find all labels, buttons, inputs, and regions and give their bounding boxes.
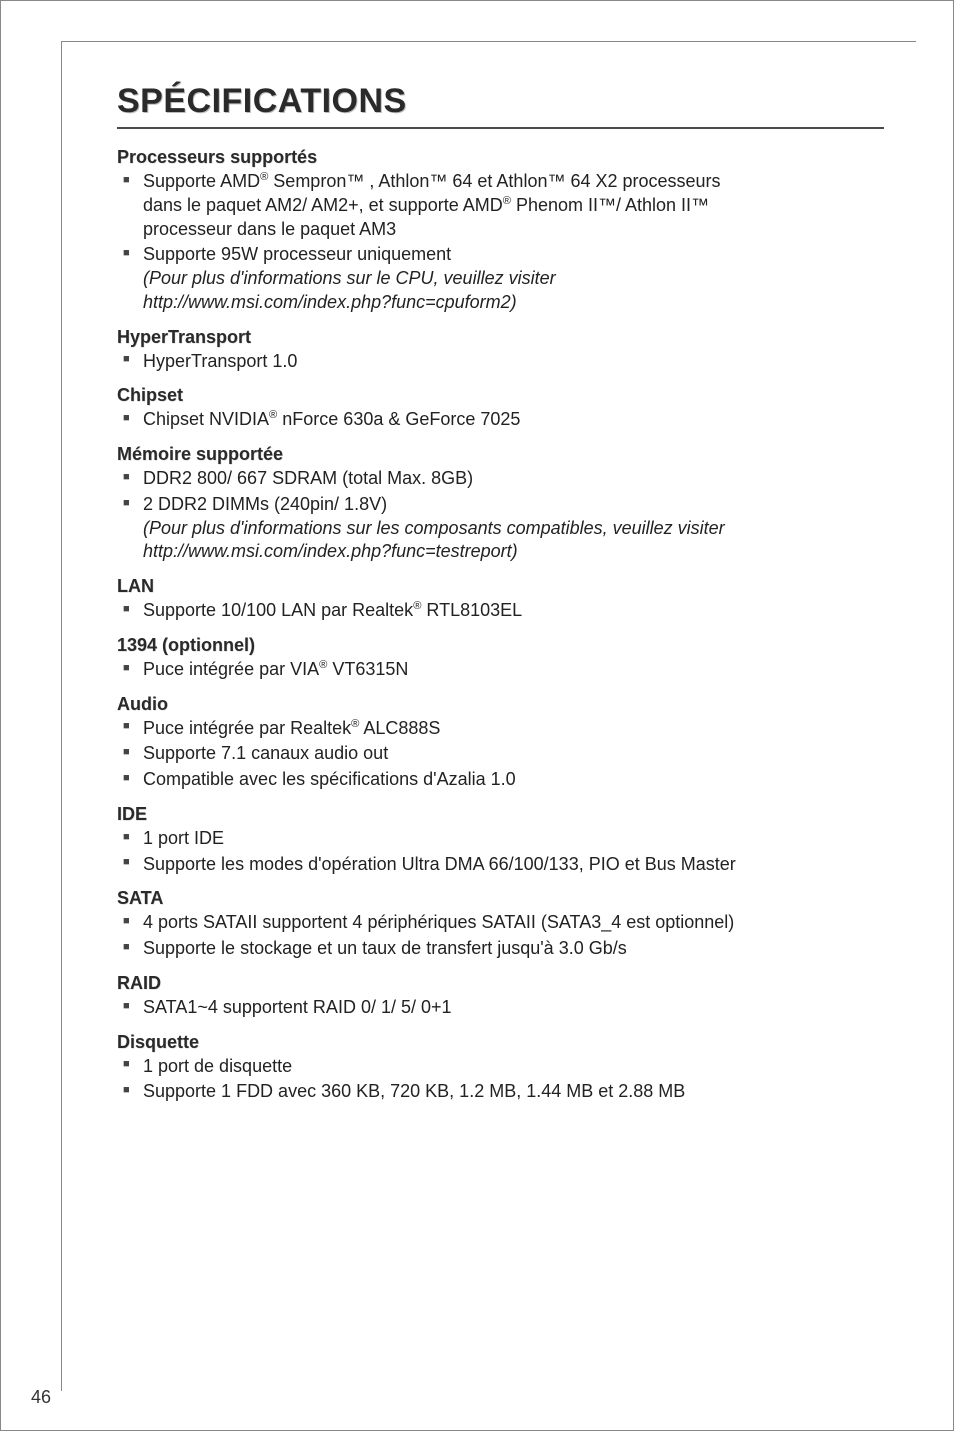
list-item: 1 port de disquette xyxy=(117,1055,884,1079)
section-heading: HyperTransport xyxy=(117,327,884,348)
list-item: Supporte les modes d'opération Ultra DMA… xyxy=(117,853,884,877)
title-rule xyxy=(117,127,884,129)
page-inner-frame: SPÉCIFICATIONS Processeurs supportés Supp… xyxy=(61,41,916,1391)
section-heading: 1394 (optionnel) xyxy=(117,635,884,656)
list-item-subline: (Pour plus d'informations sur le CPU, ve… xyxy=(143,267,884,291)
section-heading: RAID xyxy=(117,973,884,994)
section-heading: Mémoire supportée xyxy=(117,444,884,465)
list-item-subline: http://www.msi.com/index.php?func=cpufor… xyxy=(143,291,884,315)
spec-list: DDR2 800/ 667 SDRAM (total Max. 8GB) 2 DD… xyxy=(117,467,884,564)
list-item: Compatible avec les spécifications d'Aza… xyxy=(117,768,884,792)
spec-list: Chipset NVIDIA® nForce 630a & GeForce 70… xyxy=(117,408,884,432)
spec-list: Supporte 10/100 LAN par Realtek® RTL8103… xyxy=(117,599,884,623)
page-number: 46 xyxy=(31,1387,51,1408)
list-item-subline: processeur dans le paquet AM3 xyxy=(143,218,884,242)
section-heading: Processeurs supportés xyxy=(117,147,884,168)
spec-list: Puce intégrée par Realtek® ALC888S Suppor… xyxy=(117,717,884,792)
list-item: DDR2 800/ 667 SDRAM (total Max. 8GB) xyxy=(117,467,884,491)
section-heading: Disquette xyxy=(117,1032,884,1053)
list-item: 2 DDR2 DIMMs (240pin/ 1.8V) (Pour plus d'… xyxy=(117,493,884,564)
list-item: Supporte 10/100 LAN par Realtek® RTL8103… xyxy=(117,599,884,623)
list-item-text: Supporte AMD® Sempron™ , Athlon™ 64 et A… xyxy=(143,171,721,191)
list-item: Chipset NVIDIA® nForce 630a & GeForce 70… xyxy=(117,408,884,432)
list-item: SATA1~4 supportent RAID 0/ 1/ 5/ 0+1 xyxy=(117,996,884,1020)
list-item: Puce intégrée par VIA® VT6315N xyxy=(117,658,884,682)
list-item-text: 4 ports SATAII supportent 4 périphérique… xyxy=(143,912,734,932)
spec-list: 1 port IDE Supporte les modes d'opération… xyxy=(117,827,884,877)
list-item-text: Supporte 95W processeur uniquement xyxy=(143,244,451,264)
list-item-subline: (Pour plus d'informations sur les compos… xyxy=(143,517,884,541)
list-item-text: HyperTransport 1.0 xyxy=(143,351,297,371)
list-item-text: 1 port de disquette xyxy=(143,1056,292,1076)
spec-list: Supporte AMD® Sempron™ , Athlon™ 64 et A… xyxy=(117,170,884,315)
list-item-subline: http://www.msi.com/index.php?func=testre… xyxy=(143,540,884,564)
list-item-text: SATA1~4 supportent RAID 0/ 1/ 5/ 0+1 xyxy=(143,997,452,1017)
spec-list: Puce intégrée par VIA® VT6315N xyxy=(117,658,884,682)
list-item-text: DDR2 800/ 667 SDRAM (total Max. 8GB) xyxy=(143,468,473,488)
sections-container: Processeurs supportés Supporte AMD® Sempr… xyxy=(117,147,884,1104)
list-item: 1 port IDE xyxy=(117,827,884,851)
list-item: Supporte 7.1 canaux audio out xyxy=(117,742,884,766)
spec-list: 4 ports SATAII supportent 4 périphérique… xyxy=(117,911,884,961)
list-item: Supporte AMD® Sempron™ , Athlon™ 64 et A… xyxy=(117,170,884,241)
list-item: Supporte le stockage et un taux de trans… xyxy=(117,937,884,961)
list-item-text: Supporte 10/100 LAN par Realtek® RTL8103… xyxy=(143,600,522,620)
list-item-text: Supporte 7.1 canaux audio out xyxy=(143,743,388,763)
page-title: SPÉCIFICATIONS xyxy=(117,82,884,121)
list-item-text: Supporte 1 FDD avec 360 KB, 720 KB, 1.2 … xyxy=(143,1081,685,1101)
list-item-text: Supporte le stockage et un taux de trans… xyxy=(143,938,627,958)
section-heading: Chipset xyxy=(117,385,884,406)
list-item-subline: dans le paquet AM2/ AM2+, et supporte AM… xyxy=(143,194,884,218)
section-heading: IDE xyxy=(117,804,884,825)
page-outer-frame: SPÉCIFICATIONS Processeurs supportés Supp… xyxy=(0,0,954,1431)
spec-list: HyperTransport 1.0 xyxy=(117,350,884,374)
spec-list: 1 port de disquette Supporte 1 FDD avec 3… xyxy=(117,1055,884,1105)
section-heading: Audio xyxy=(117,694,884,715)
section-heading: SATA xyxy=(117,888,884,909)
list-item-text: Puce intégrée par VIA® VT6315N xyxy=(143,659,408,679)
list-item-text: Supporte les modes d'opération Ultra DMA… xyxy=(143,854,736,874)
spec-list: SATA1~4 supportent RAID 0/ 1/ 5/ 0+1 xyxy=(117,996,884,1020)
list-item: HyperTransport 1.0 xyxy=(117,350,884,374)
list-item-text: Chipset NVIDIA® nForce 630a & GeForce 70… xyxy=(143,409,520,429)
section-heading: LAN xyxy=(117,576,884,597)
list-item-text: Puce intégrée par Realtek® ALC888S xyxy=(143,718,440,738)
list-item-text: 1 port IDE xyxy=(143,828,224,848)
list-item-text: 2 DDR2 DIMMs (240pin/ 1.8V) xyxy=(143,494,387,514)
list-item: Supporte 95W processeur uniquement (Pour … xyxy=(117,243,884,314)
list-item-text: Compatible avec les spécifications d'Aza… xyxy=(143,769,516,789)
list-item: Puce intégrée par Realtek® ALC888S xyxy=(117,717,884,741)
list-item: Supporte 1 FDD avec 360 KB, 720 KB, 1.2 … xyxy=(117,1080,884,1104)
list-item: 4 ports SATAII supportent 4 périphérique… xyxy=(117,911,884,935)
